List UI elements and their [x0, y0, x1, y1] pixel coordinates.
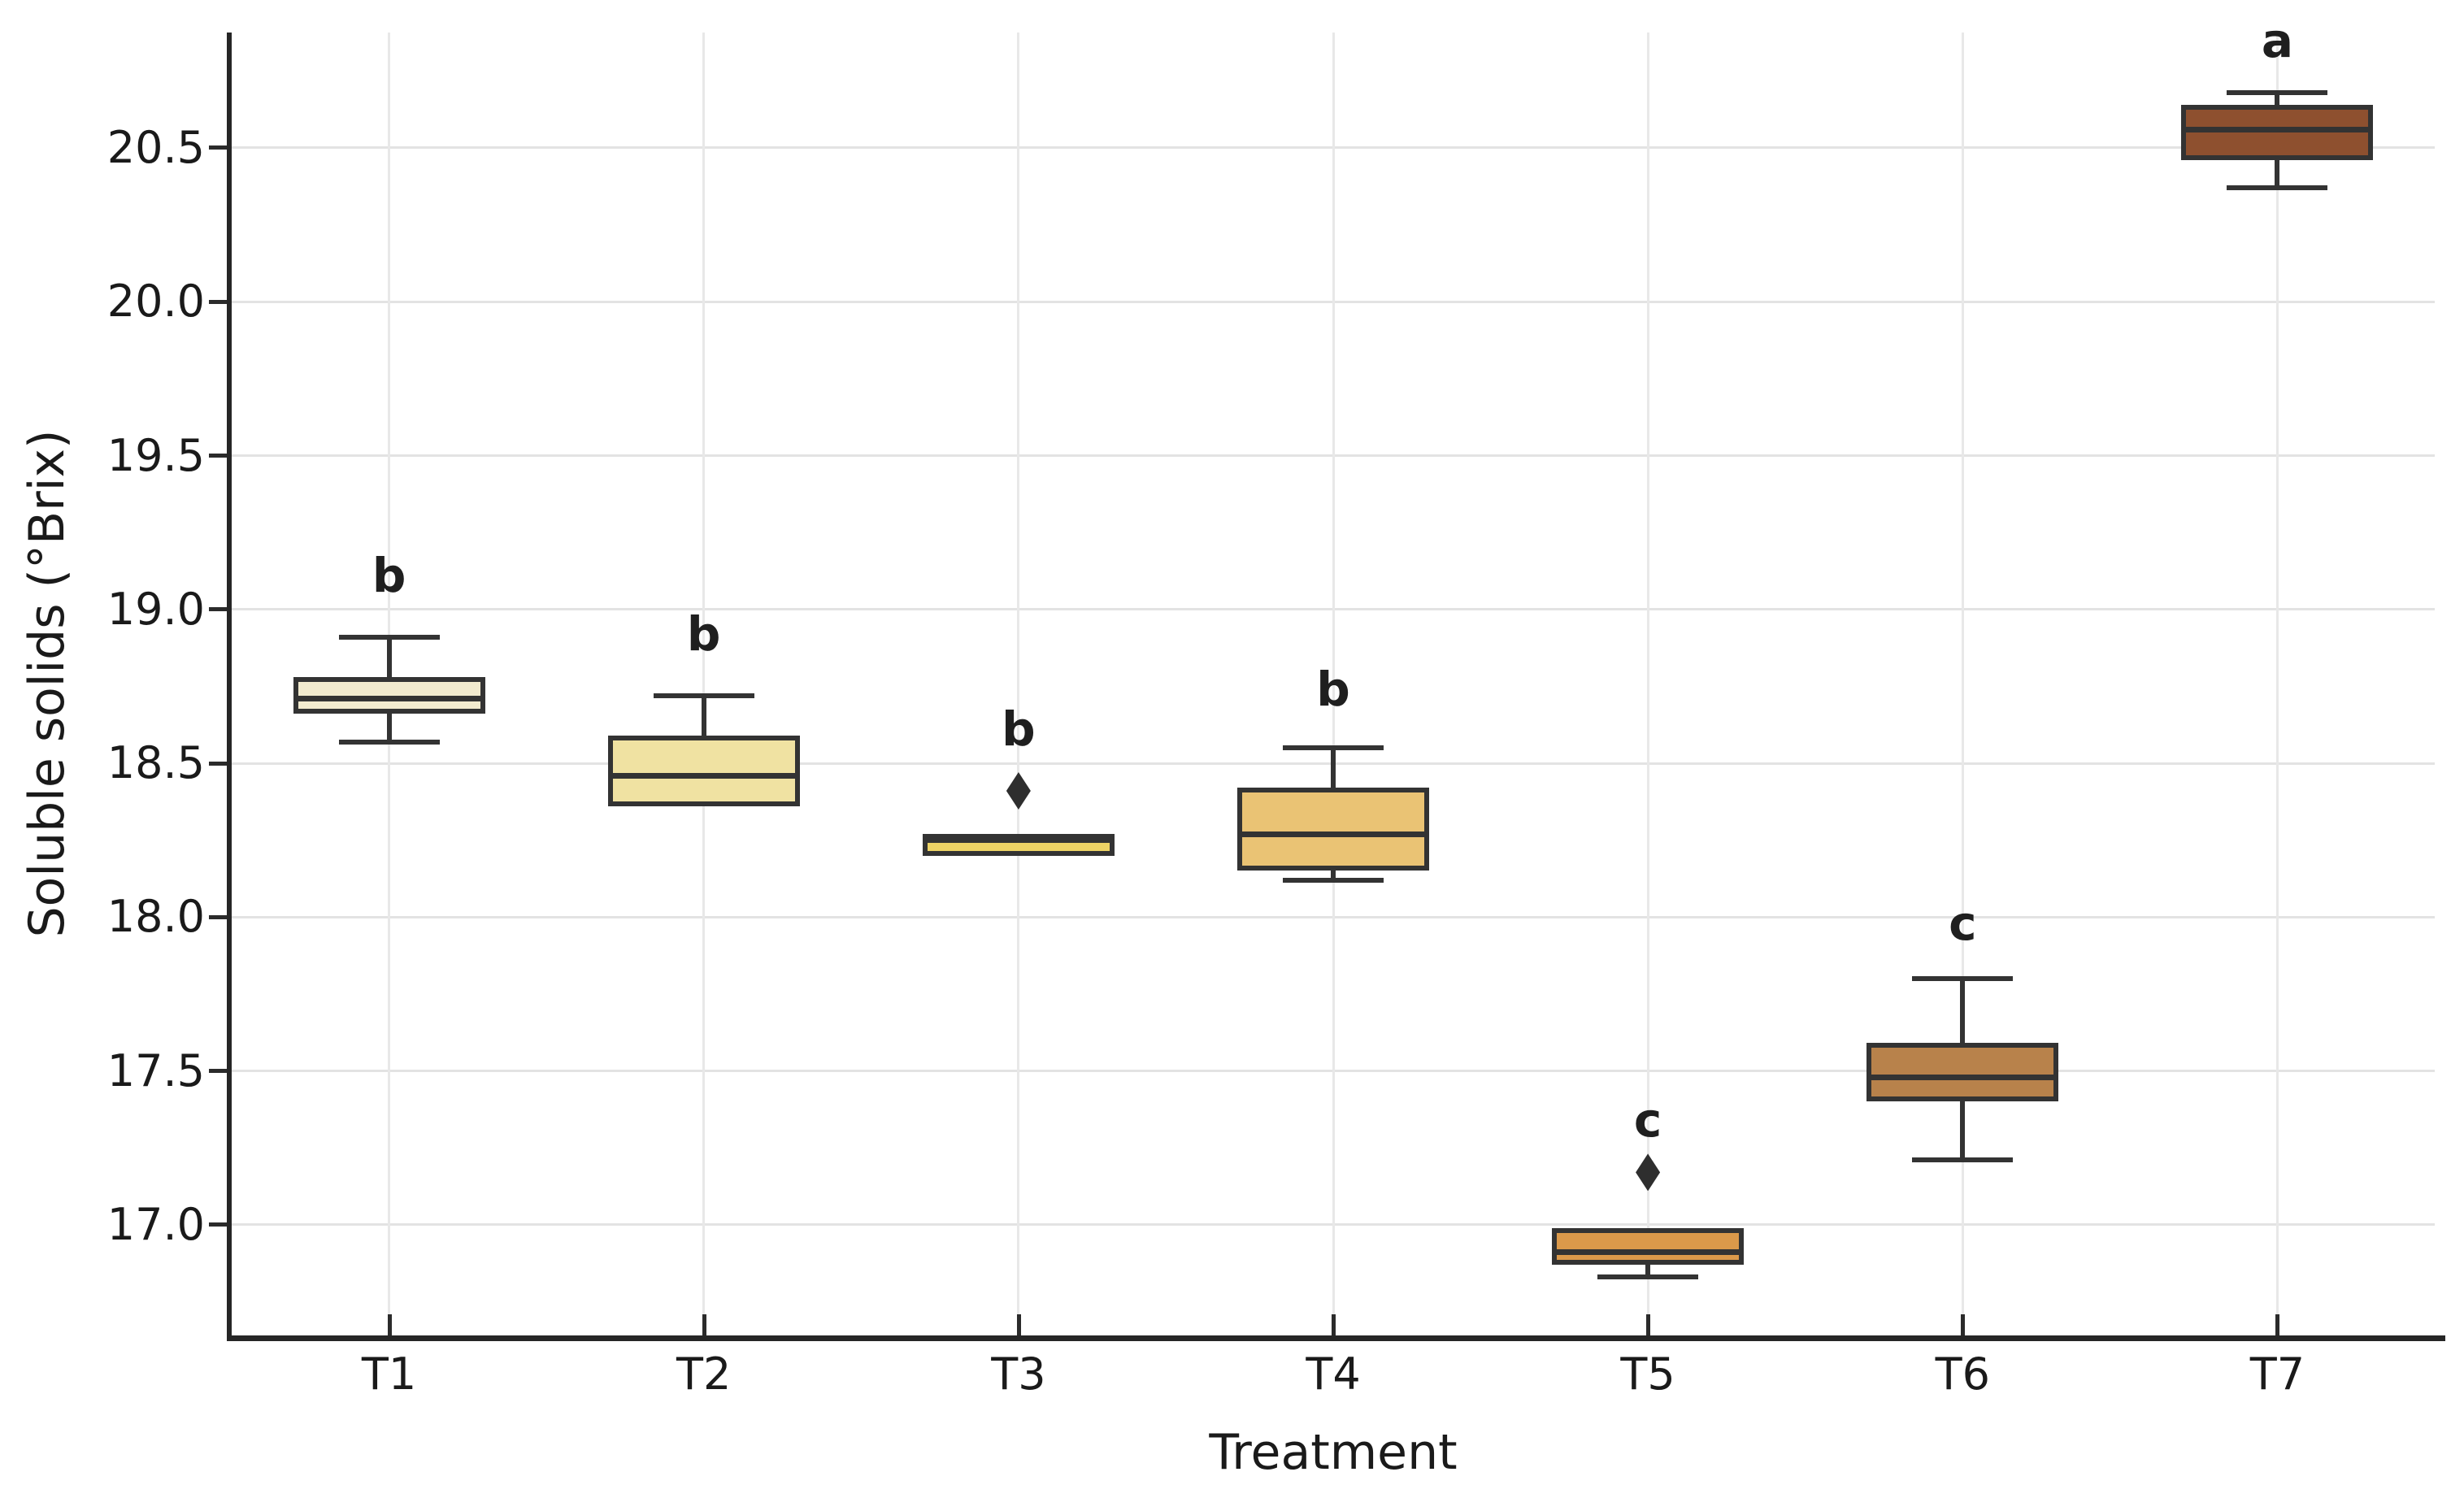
x-tick-mark — [702, 1314, 706, 1335]
median-line-T7 — [2186, 126, 2369, 132]
median-line-T1 — [298, 696, 480, 701]
significance-letter-T7: a — [2261, 12, 2293, 68]
y-axis-spine — [227, 33, 232, 1340]
gridline-vertical — [1017, 33, 1020, 1335]
lower-whisker-T6 — [1960, 1101, 1966, 1161]
boxplot-box-T7 — [2181, 105, 2374, 161]
x-tick-label-T2: T2 — [676, 1348, 732, 1400]
y-tick-mark — [209, 145, 232, 150]
y-tick-mark — [209, 914, 232, 919]
x-tick-label-T7: T7 — [2249, 1348, 2305, 1400]
x-axis-label: Treatment — [1209, 1424, 1458, 1481]
x-tick-label-T5: T5 — [1620, 1348, 1675, 1400]
upper-whisker-T6 — [1960, 978, 1966, 1044]
y-tick-mark — [209, 299, 232, 304]
boxplot-box-T1 — [293, 677, 485, 714]
x-tick-label-T6: T6 — [1935, 1348, 1990, 1400]
y-tick-label: 20.0 — [106, 276, 205, 328]
outlier-point-T3 — [1006, 772, 1031, 810]
gridline-vertical — [2275, 33, 2279, 1335]
median-line-T4 — [1242, 831, 1424, 837]
x-tick-mark — [2275, 1314, 2280, 1335]
y-tick-mark — [209, 607, 232, 612]
y-tick-label: 19.0 — [106, 583, 205, 635]
y-tick-label: 20.5 — [106, 121, 205, 173]
x-axis-spine — [227, 1335, 2445, 1341]
y-tick-label: 18.5 — [106, 737, 205, 788]
upper-whisker-T7 — [2275, 92, 2280, 105]
x-tick-mark — [1332, 1314, 1336, 1335]
y-tick-label: 17.5 — [106, 1044, 205, 1096]
x-tick-label-T3: T3 — [991, 1348, 1046, 1400]
gridline-vertical — [1332, 33, 1335, 1335]
x-tick-label-T4: T4 — [1306, 1348, 1361, 1400]
boxplot-box-T5 — [1552, 1227, 1745, 1265]
upper-whisker-cap-T7 — [2227, 89, 2328, 95]
lower-whisker-T7 — [2275, 160, 2280, 189]
upper-whisker-T4 — [1331, 748, 1336, 788]
lower-whisker-T5 — [1645, 1264, 1651, 1277]
boxplot-box-T4 — [1237, 788, 1429, 871]
upper-whisker-cap-T6 — [1912, 975, 2014, 981]
median-line-T2 — [612, 772, 795, 779]
lower-whisker-T4 — [1331, 871, 1336, 880]
y-tick-mark — [209, 454, 232, 458]
upper-whisker-cap-T2 — [653, 693, 754, 698]
boxplot-box-T2 — [607, 735, 800, 806]
y-tick-label: 19.5 — [106, 429, 205, 481]
median-line-T5 — [1557, 1249, 1740, 1256]
significance-letter-T5: c — [1633, 1092, 1662, 1148]
median-line-T6 — [1871, 1074, 2054, 1080]
significance-letter-T6: c — [1949, 895, 1977, 951]
x-tick-label-T1: T1 — [361, 1348, 417, 1400]
upper-whisker-cap-T4 — [1283, 745, 1384, 750]
x-tick-mark — [1016, 1314, 1021, 1335]
y-tick-mark — [209, 1069, 232, 1073]
significance-letter-T1: b — [372, 548, 406, 604]
upper-whisker-T2 — [701, 695, 706, 736]
upper-whisker-T1 — [386, 636, 392, 677]
lower-whisker-cap-T4 — [1283, 877, 1384, 883]
lower-whisker-cap-T6 — [1912, 1157, 2014, 1163]
lower-whisker-cap-T1 — [338, 739, 440, 745]
y-axis-label: Soluble solids (°Brix) — [19, 429, 76, 938]
significance-letter-T4: b — [1316, 662, 1350, 718]
x-tick-mark — [1646, 1314, 1651, 1335]
outlier-point-T5 — [1636, 1153, 1661, 1192]
upper-whisker-cap-T1 — [338, 634, 440, 640]
x-tick-mark — [1961, 1314, 1966, 1335]
y-tick-label: 18.0 — [106, 891, 205, 943]
boxplot-box-T6 — [1866, 1043, 2059, 1102]
median-line-T3 — [927, 837, 1110, 844]
y-tick-mark — [209, 1222, 232, 1227]
gridline-vertical — [702, 33, 706, 1335]
significance-letter-T2: b — [686, 606, 721, 662]
gridline-vertical — [1961, 33, 1964, 1335]
lower-whisker-cap-T5 — [1597, 1274, 1699, 1280]
lower-whisker-cap-T7 — [2227, 185, 2328, 191]
gridline-vertical — [1646, 33, 1649, 1335]
y-tick-label: 17.0 — [106, 1198, 205, 1250]
lower-whisker-T1 — [386, 714, 392, 742]
x-tick-mark — [387, 1314, 392, 1335]
y-tick-mark — [209, 761, 232, 766]
significance-letter-T3: b — [1002, 701, 1036, 758]
